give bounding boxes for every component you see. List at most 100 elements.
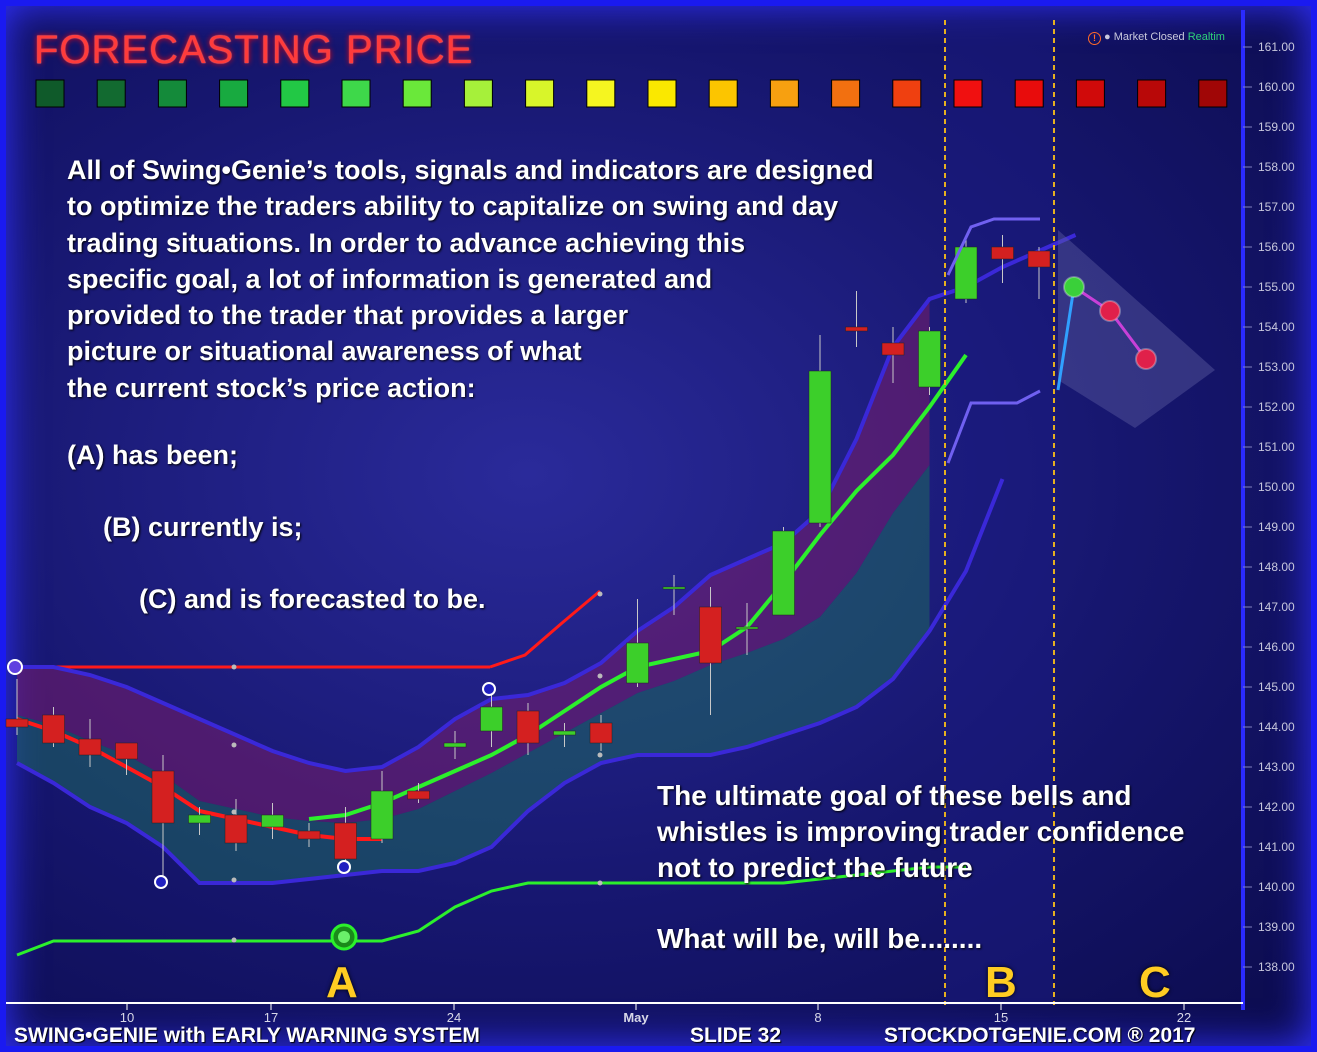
intro-line: provided to the trader that provides a l… bbox=[67, 300, 629, 331]
heat-scale-square bbox=[647, 79, 677, 108]
y-tick-label: 157.00 bbox=[1258, 200, 1295, 214]
market-status: ! ● Market Closed Realtim bbox=[1088, 31, 1225, 45]
y-tick-label: 161.00 bbox=[1258, 40, 1295, 54]
candle-body bbox=[188, 814, 211, 824]
candle-body bbox=[772, 530, 795, 616]
y-tick-label: 138.00 bbox=[1258, 960, 1295, 974]
intro-line: specific goal, a lot of information is g… bbox=[67, 263, 713, 294]
y-tick-label: 139.00 bbox=[1258, 920, 1295, 934]
y-tick-label: 149.00 bbox=[1258, 520, 1295, 534]
forecast-link bbox=[1056, 286, 1076, 391]
goal-line: The ultimate goal of these bells and bbox=[657, 780, 1132, 811]
heat-scale-square bbox=[1137, 79, 1167, 108]
lower-band-fill bbox=[17, 465, 930, 883]
candle-body bbox=[626, 642, 649, 684]
signal-point-a-core bbox=[338, 931, 350, 943]
candle-body bbox=[845, 326, 868, 332]
goal-line: not to predict the future bbox=[657, 852, 973, 883]
forecast-region bbox=[945, 20, 1053, 1005]
heat-scale-square bbox=[1014, 79, 1044, 108]
grid-dot bbox=[597, 673, 603, 679]
y-tick-label: 155.00 bbox=[1258, 280, 1295, 294]
candle-body bbox=[918, 330, 941, 388]
y-tick-label: 152.00 bbox=[1258, 400, 1295, 414]
intro-line: picture or situational awareness of what bbox=[67, 336, 582, 367]
candle-body bbox=[42, 714, 65, 744]
candle-body bbox=[553, 730, 576, 736]
intro-line: All of Swing•Genie’s tools, signals and … bbox=[67, 155, 874, 185]
grid-dot bbox=[231, 809, 237, 815]
green-support-line bbox=[16, 865, 966, 957]
section-label-a: A bbox=[326, 958, 358, 1007]
intro-line: to optimize the traders ability to capit… bbox=[67, 191, 839, 222]
heat-scale-square bbox=[1075, 79, 1105, 108]
footer-copyright: STOCKDOTGENIE.COM ® 2017 bbox=[884, 1024, 1196, 1047]
y-tick-label: 150.00 bbox=[1258, 480, 1295, 494]
grid-dot bbox=[231, 664, 237, 670]
section-label-b: B bbox=[985, 958, 1017, 1007]
list-item-a: (A) has been; bbox=[67, 440, 239, 470]
x-tick-label: 22 bbox=[1177, 1010, 1191, 1025]
intro-line: the current stock’s price action: bbox=[67, 372, 476, 403]
candle-body bbox=[699, 606, 722, 664]
grid-dot bbox=[231, 937, 237, 943]
x-tick-label: 17 bbox=[264, 1010, 278, 1025]
y-tick-label: 153.00 bbox=[1258, 360, 1295, 374]
candle-body bbox=[334, 822, 357, 860]
section-label-c: C bbox=[1139, 958, 1171, 1007]
x-tick-label: 24 bbox=[447, 1010, 461, 1025]
market-status-text: Market Closed bbox=[1113, 31, 1185, 43]
footer-product: SWING•GENIE with EARLY WARNING SYSTEM bbox=[14, 1024, 480, 1047]
intro-paragraph: All of Swing•Genie’s tools, signals and … bbox=[67, 152, 967, 406]
y-tick-label: 142.00 bbox=[1258, 800, 1295, 814]
marker-point bbox=[7, 659, 23, 675]
candle-body bbox=[443, 742, 467, 748]
heat-scale-square bbox=[96, 79, 126, 108]
heat-scale-square bbox=[35, 79, 65, 108]
heat-scale-square bbox=[892, 79, 922, 108]
y-tick-label: 158.00 bbox=[1258, 160, 1295, 174]
y-tick-label: 146.00 bbox=[1258, 640, 1295, 654]
page-title: FORECASTING PRICE bbox=[34, 28, 474, 72]
candle-body bbox=[297, 830, 321, 840]
y-tick-label: 151.00 bbox=[1258, 440, 1295, 454]
x-tick-label: 15 bbox=[994, 1010, 1008, 1025]
y-tick-label: 144.00 bbox=[1258, 720, 1295, 734]
candle-body bbox=[516, 710, 540, 744]
grid-dot bbox=[231, 742, 237, 748]
heat-scale-square bbox=[953, 79, 983, 108]
list-item-c: (C) and is forecasted to be. bbox=[139, 584, 486, 614]
heat-scale-square bbox=[769, 79, 799, 108]
footer: SWING•GENIE with EARLY WARNING SYSTEM SL… bbox=[0, 1024, 1317, 1052]
heat-scale-square bbox=[157, 79, 187, 108]
y-tick-label: 140.00 bbox=[1258, 880, 1295, 894]
candle-body bbox=[881, 342, 905, 356]
candle-body bbox=[5, 718, 29, 728]
candle-body bbox=[808, 370, 832, 524]
candle-body bbox=[480, 706, 503, 732]
marker-point bbox=[337, 860, 351, 874]
heat-scale-square bbox=[1198, 79, 1228, 108]
candle-body bbox=[991, 246, 1014, 260]
grid-dot bbox=[597, 880, 603, 886]
candle-body bbox=[662, 586, 686, 590]
forecast-point bbox=[1099, 300, 1121, 322]
heat-scale-square bbox=[586, 79, 616, 108]
candle-body bbox=[78, 738, 102, 756]
grid-dot bbox=[597, 591, 603, 597]
realtime-label: Realtim bbox=[1187, 31, 1225, 43]
heat-scale-square bbox=[831, 79, 861, 108]
candle-body bbox=[589, 722, 613, 744]
goal-paragraph: The ultimate goal of these bells and whi… bbox=[657, 778, 1184, 886]
heat-scale-square bbox=[402, 79, 432, 108]
goal-line: whistles is improving trader confidence bbox=[657, 816, 1185, 847]
intro-line: trading situations. In order to advance … bbox=[67, 227, 746, 258]
candle-body bbox=[261, 814, 284, 828]
marker-point bbox=[482, 682, 496, 696]
y-tick-label: 148.00 bbox=[1258, 560, 1295, 574]
candle-body bbox=[954, 246, 978, 300]
candle-body bbox=[115, 742, 138, 760]
grid-dot bbox=[597, 752, 603, 758]
y-tick-label: 159.00 bbox=[1258, 120, 1295, 134]
